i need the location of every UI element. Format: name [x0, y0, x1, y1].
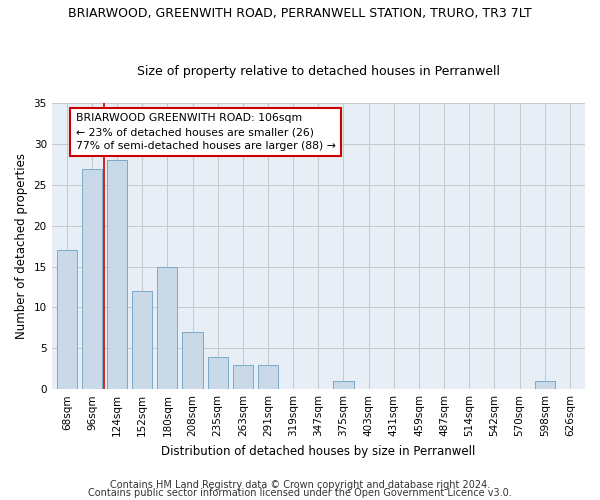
Y-axis label: Number of detached properties: Number of detached properties	[15, 153, 28, 339]
Bar	[334, 381, 353, 389]
Bar	[132, 291, 152, 389]
Bar	[208, 356, 228, 389]
Bar	[157, 266, 178, 389]
Text: BRIARWOOD GREENWITH ROAD: 106sqm
← 23% of detached houses are smaller (26)
77% o: BRIARWOOD GREENWITH ROAD: 106sqm ← 23% o…	[76, 113, 335, 151]
Bar	[233, 364, 253, 389]
Bar	[182, 332, 203, 389]
Text: Contains HM Land Registry data © Crown copyright and database right 2024.: Contains HM Land Registry data © Crown c…	[110, 480, 490, 490]
Bar	[535, 381, 555, 389]
Bar	[258, 364, 278, 389]
Bar	[107, 160, 127, 389]
Bar	[82, 168, 102, 389]
Bar	[56, 250, 77, 389]
Text: Contains public sector information licensed under the Open Government Licence v3: Contains public sector information licen…	[88, 488, 512, 498]
Text: BRIARWOOD, GREENWITH ROAD, PERRANWELL STATION, TRURO, TR3 7LT: BRIARWOOD, GREENWITH ROAD, PERRANWELL ST…	[68, 8, 532, 20]
Title: Size of property relative to detached houses in Perranwell: Size of property relative to detached ho…	[137, 66, 500, 78]
X-axis label: Distribution of detached houses by size in Perranwell: Distribution of detached houses by size …	[161, 444, 476, 458]
